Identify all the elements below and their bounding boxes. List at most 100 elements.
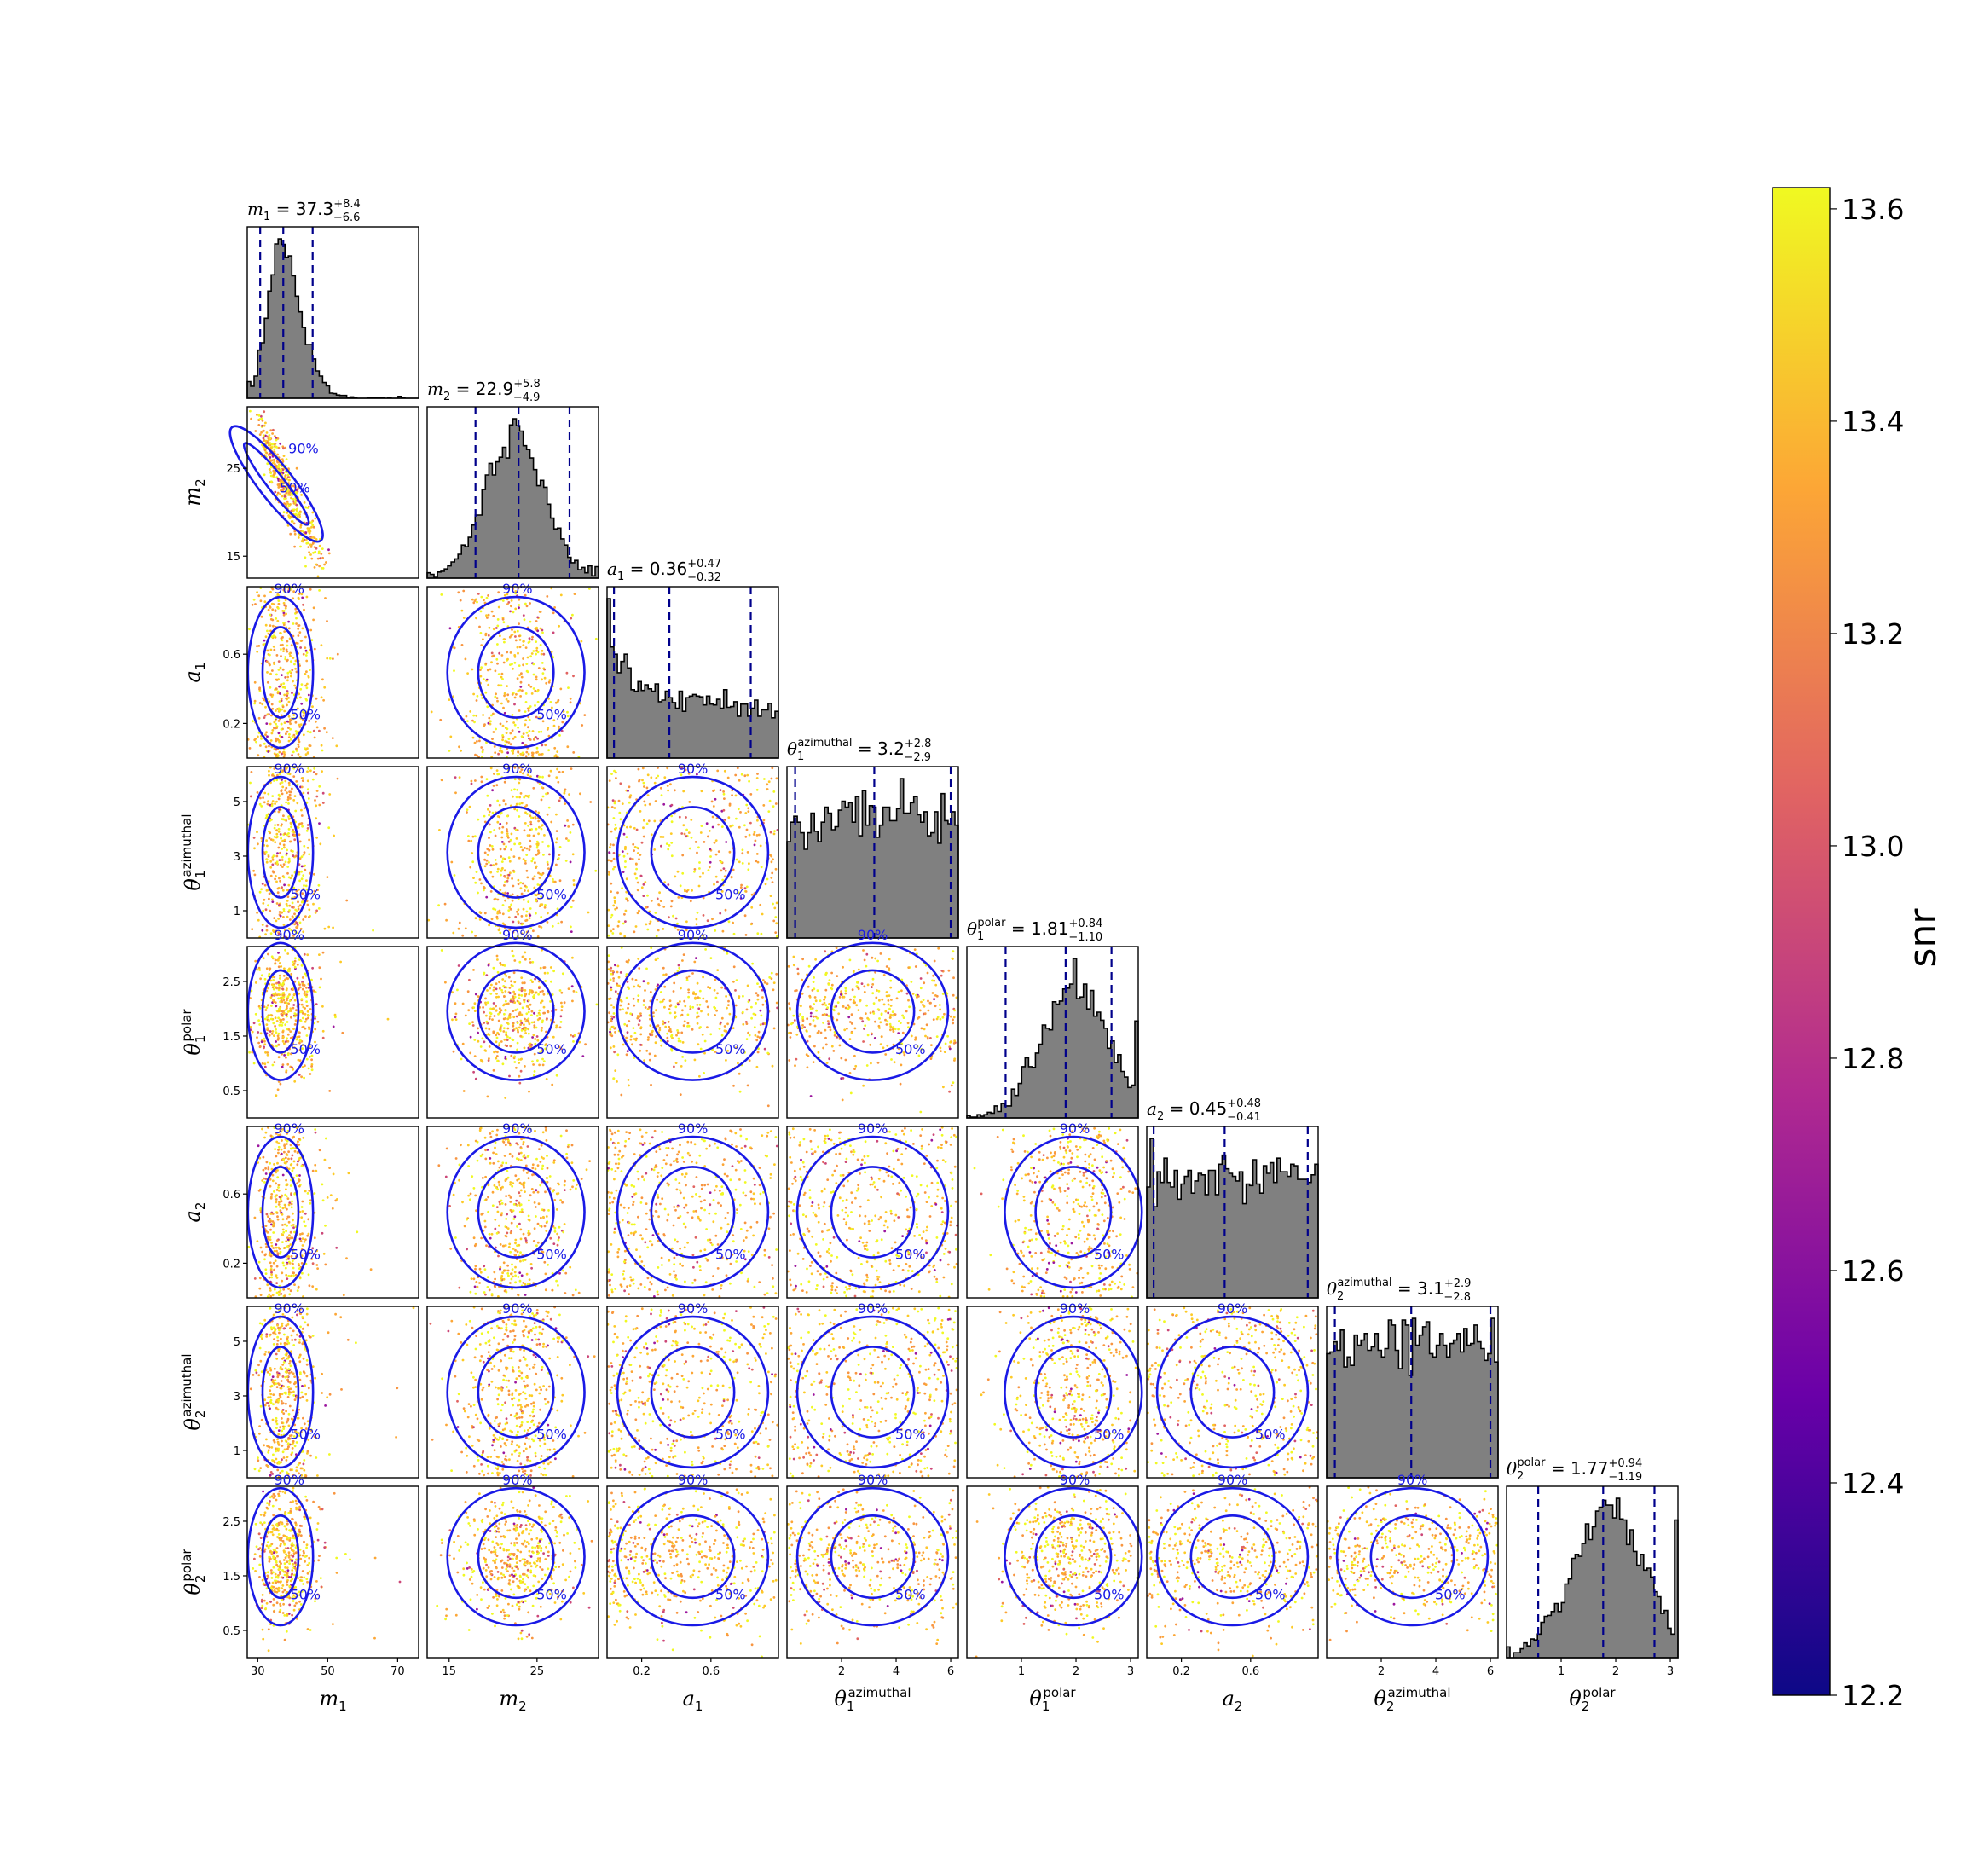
sample-point [503, 1012, 506, 1016]
sample-point [617, 976, 621, 979]
sample-point [532, 786, 535, 790]
sample-point [541, 678, 543, 681]
sample-point [745, 803, 749, 807]
sample-point [550, 587, 553, 590]
sample-point [655, 1025, 658, 1028]
sample-point [519, 686, 523, 688]
sample-point [273, 458, 275, 461]
sample-point [303, 851, 306, 854]
sample-point [480, 595, 483, 599]
sample-point [931, 992, 934, 994]
sample-point [748, 833, 751, 837]
sample-point [286, 833, 289, 837]
sample-point [283, 493, 286, 496]
sample-point [259, 414, 263, 418]
sample-point [610, 913, 614, 917]
sample-point [281, 983, 284, 987]
sample-point [887, 1011, 890, 1015]
sample-point [683, 1020, 686, 1023]
sample-point [320, 744, 323, 747]
sample-point [743, 914, 747, 918]
sample-point [668, 999, 672, 1003]
sample-point [490, 651, 494, 655]
sample-point [489, 1015, 492, 1018]
sample-point [754, 1034, 757, 1037]
sample-point [274, 958, 277, 962]
sample-point [318, 803, 321, 807]
sample-point [667, 1020, 670, 1023]
sample-point [741, 848, 744, 852]
sample-point [281, 674, 283, 676]
sample-point [305, 879, 308, 882]
sample-point [279, 1007, 281, 1010]
sample-point [297, 743, 300, 746]
sample-point [677, 896, 680, 899]
sample-point [286, 1224, 288, 1227]
sample-point [775, 777, 778, 780]
sample-point [767, 780, 771, 784]
sample-point [628, 801, 631, 804]
sample-point [653, 819, 657, 823]
sample-point [510, 903, 512, 906]
sample-point [282, 1018, 285, 1021]
sample-point [657, 774, 660, 778]
sample-point [489, 844, 492, 847]
sample-point [555, 1074, 558, 1077]
sample-point [276, 593, 280, 596]
sample-point [771, 767, 774, 770]
sample-point [509, 651, 512, 654]
sample-point [271, 1063, 275, 1067]
sample-point [627, 790, 629, 792]
sample-point [285, 902, 288, 906]
sample-point [462, 589, 466, 593]
sample-point [550, 980, 552, 983]
sample-point [481, 756, 483, 758]
sample-point [523, 1023, 525, 1027]
sample-point [517, 921, 520, 924]
sample-point [530, 638, 534, 641]
sample-point [525, 869, 529, 872]
sample-point [611, 932, 615, 935]
sample-point [938, 1004, 941, 1006]
sample-point [534, 977, 536, 981]
sample-point [275, 832, 279, 836]
sample-point [920, 1027, 923, 1030]
sample-point [278, 750, 281, 754]
sample-point [540, 1029, 543, 1032]
sample-point [283, 1042, 286, 1045]
sample-point [534, 704, 536, 707]
sample-point [613, 802, 616, 805]
sample-point [638, 858, 640, 860]
sample-point [696, 851, 698, 854]
sample-point [307, 505, 310, 508]
sample-point [308, 1190, 311, 1192]
sample-point [506, 657, 509, 661]
sample-point [506, 1002, 510, 1005]
sample-point [691, 1028, 694, 1031]
sample-point [286, 987, 288, 990]
sample-point [275, 673, 278, 676]
sample-point [531, 1036, 534, 1039]
sample-point [727, 999, 730, 1003]
sample-point [283, 488, 286, 490]
sample-point [277, 1043, 281, 1046]
sample-point [505, 1002, 508, 1005]
sample-point [496, 867, 500, 871]
sample-point [261, 924, 264, 926]
sample-point [275, 464, 278, 467]
sample-point [738, 1072, 741, 1075]
sample-point [264, 933, 267, 936]
sample-point [826, 1020, 830, 1022]
sample-point [335, 744, 338, 748]
sample-point [263, 1065, 267, 1068]
sample-point [693, 870, 696, 873]
sample-point [819, 1031, 823, 1034]
sample-point [485, 614, 488, 617]
sample-point [734, 773, 738, 777]
sample-point [275, 1274, 278, 1277]
sample-point [693, 997, 697, 999]
sample-point [657, 957, 659, 960]
sample-point [622, 1008, 624, 1010]
sample-point [508, 1014, 512, 1017]
